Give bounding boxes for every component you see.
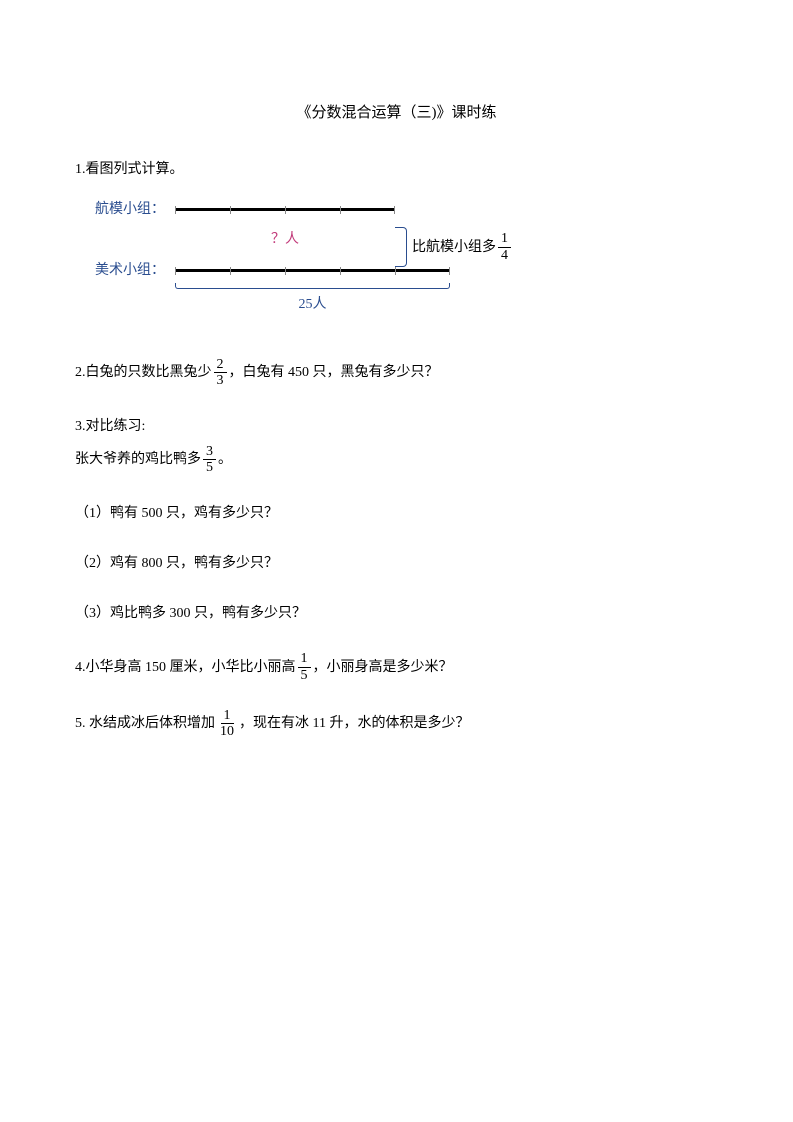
fraction-num: 1	[298, 651, 311, 667]
tick	[340, 267, 341, 275]
q3-sub2: （2）鸡有 800 只，鸭有多少只？	[75, 551, 718, 576]
label-meishu: 美术小组：	[95, 258, 175, 283]
fraction-den: 4	[498, 248, 511, 263]
right-bracket: 比航模小组多 1 4	[395, 227, 513, 267]
tick	[449, 267, 450, 275]
fraction-1-4: 1 4	[498, 231, 511, 263]
tick	[340, 206, 341, 214]
question-2: 2.白兔的只数比黑兔少 2 3 ，白兔有 450 只，黑兔有多少只？	[75, 357, 718, 389]
q4-text-before: 4.小华身高 150 厘米，小华比小丽高	[75, 655, 296, 680]
q1-prompt: 1.看图列式计算。	[75, 157, 718, 182]
fraction-den: 3	[214, 373, 227, 388]
question-1: 1.看图列式计算。 航模小组： ？人 美术小组：	[75, 157, 718, 317]
q5-text-before: 5. 水结成冰后体积增加	[75, 711, 215, 736]
fraction-den: 5	[203, 460, 216, 475]
fraction-2-3: 2 3	[214, 357, 227, 389]
tick	[230, 267, 231, 275]
bracket-icon	[395, 227, 407, 267]
label-hangmo: 航模小组：	[95, 197, 175, 222]
bar-hangmo	[175, 208, 395, 211]
bracket-label: 比航模小组多	[412, 235, 496, 260]
tick	[285, 267, 286, 275]
tick	[175, 206, 176, 214]
fraction-den: 10	[217, 724, 237, 739]
q3-intro-after: 。	[218, 447, 232, 472]
bar2-container	[175, 269, 450, 272]
bar-meishu	[175, 269, 450, 272]
bottom-bracket-icon	[175, 283, 450, 289]
q3-sub1: （1）鸭有 500 只，鸡有多少只？	[75, 501, 718, 526]
bottom-label: 25人	[175, 292, 450, 317]
q3-header: 3.对比练习:	[75, 414, 718, 439]
fraction-num: 2	[214, 357, 227, 373]
fraction-num: 3	[203, 444, 216, 460]
question-4: 4.小华身高 150 厘米，小华比小丽高 1 5 ，小丽身高是多少米？	[75, 651, 718, 683]
bar1-container	[175, 208, 395, 211]
fraction-1-5: 1 5	[298, 651, 311, 683]
tick	[394, 206, 395, 214]
tick	[395, 267, 396, 275]
fraction-num: 1	[221, 708, 234, 724]
bracket-text: 比航模小组多 1 4	[412, 231, 513, 263]
q3-intro: 张大爷养的鸡比鸭多 3 5 。	[75, 444, 718, 476]
fraction-1-10: 1 10	[217, 708, 237, 740]
q4-text-after: ，小丽身高是多少米？	[313, 655, 453, 680]
q3-intro-before: 张大爷养的鸡比鸭多	[75, 447, 201, 472]
fraction-num: 1	[498, 231, 511, 247]
page-title: 《分数混合运算（三)》课时练	[75, 100, 718, 127]
q2-text-after: ，白兔有 450 只，黑兔有多少只？	[229, 360, 439, 385]
question-mark-label: ？人	[175, 227, 395, 252]
q3-sub3: （3）鸡比鸭多 300 只，鸭有多少只？	[75, 601, 718, 626]
q2-text-before: 2.白兔的只数比黑兔少	[75, 360, 212, 385]
fraction-den: 5	[298, 668, 311, 683]
fraction-3-5: 3 5	[203, 444, 216, 476]
diagram-row-1: 航模小组：	[95, 197, 718, 222]
tick	[175, 267, 176, 275]
tick	[285, 206, 286, 214]
tick	[230, 206, 231, 214]
bottom-bracket-wrap	[175, 283, 718, 289]
question-3: 3.对比练习: 张大爷养的鸡比鸭多 3 5 。 （1）鸭有 500 只，鸡有多少…	[75, 414, 718, 627]
q5-text-after: ，现在有冰 11 升，水的体积是多少？	[239, 711, 469, 736]
q1-diagram: 航模小组： ？人 美术小组：	[95, 197, 718, 317]
question-5: 5. 水结成冰后体积增加 1 10 ，现在有冰 11 升，水的体积是多少？	[75, 708, 718, 740]
